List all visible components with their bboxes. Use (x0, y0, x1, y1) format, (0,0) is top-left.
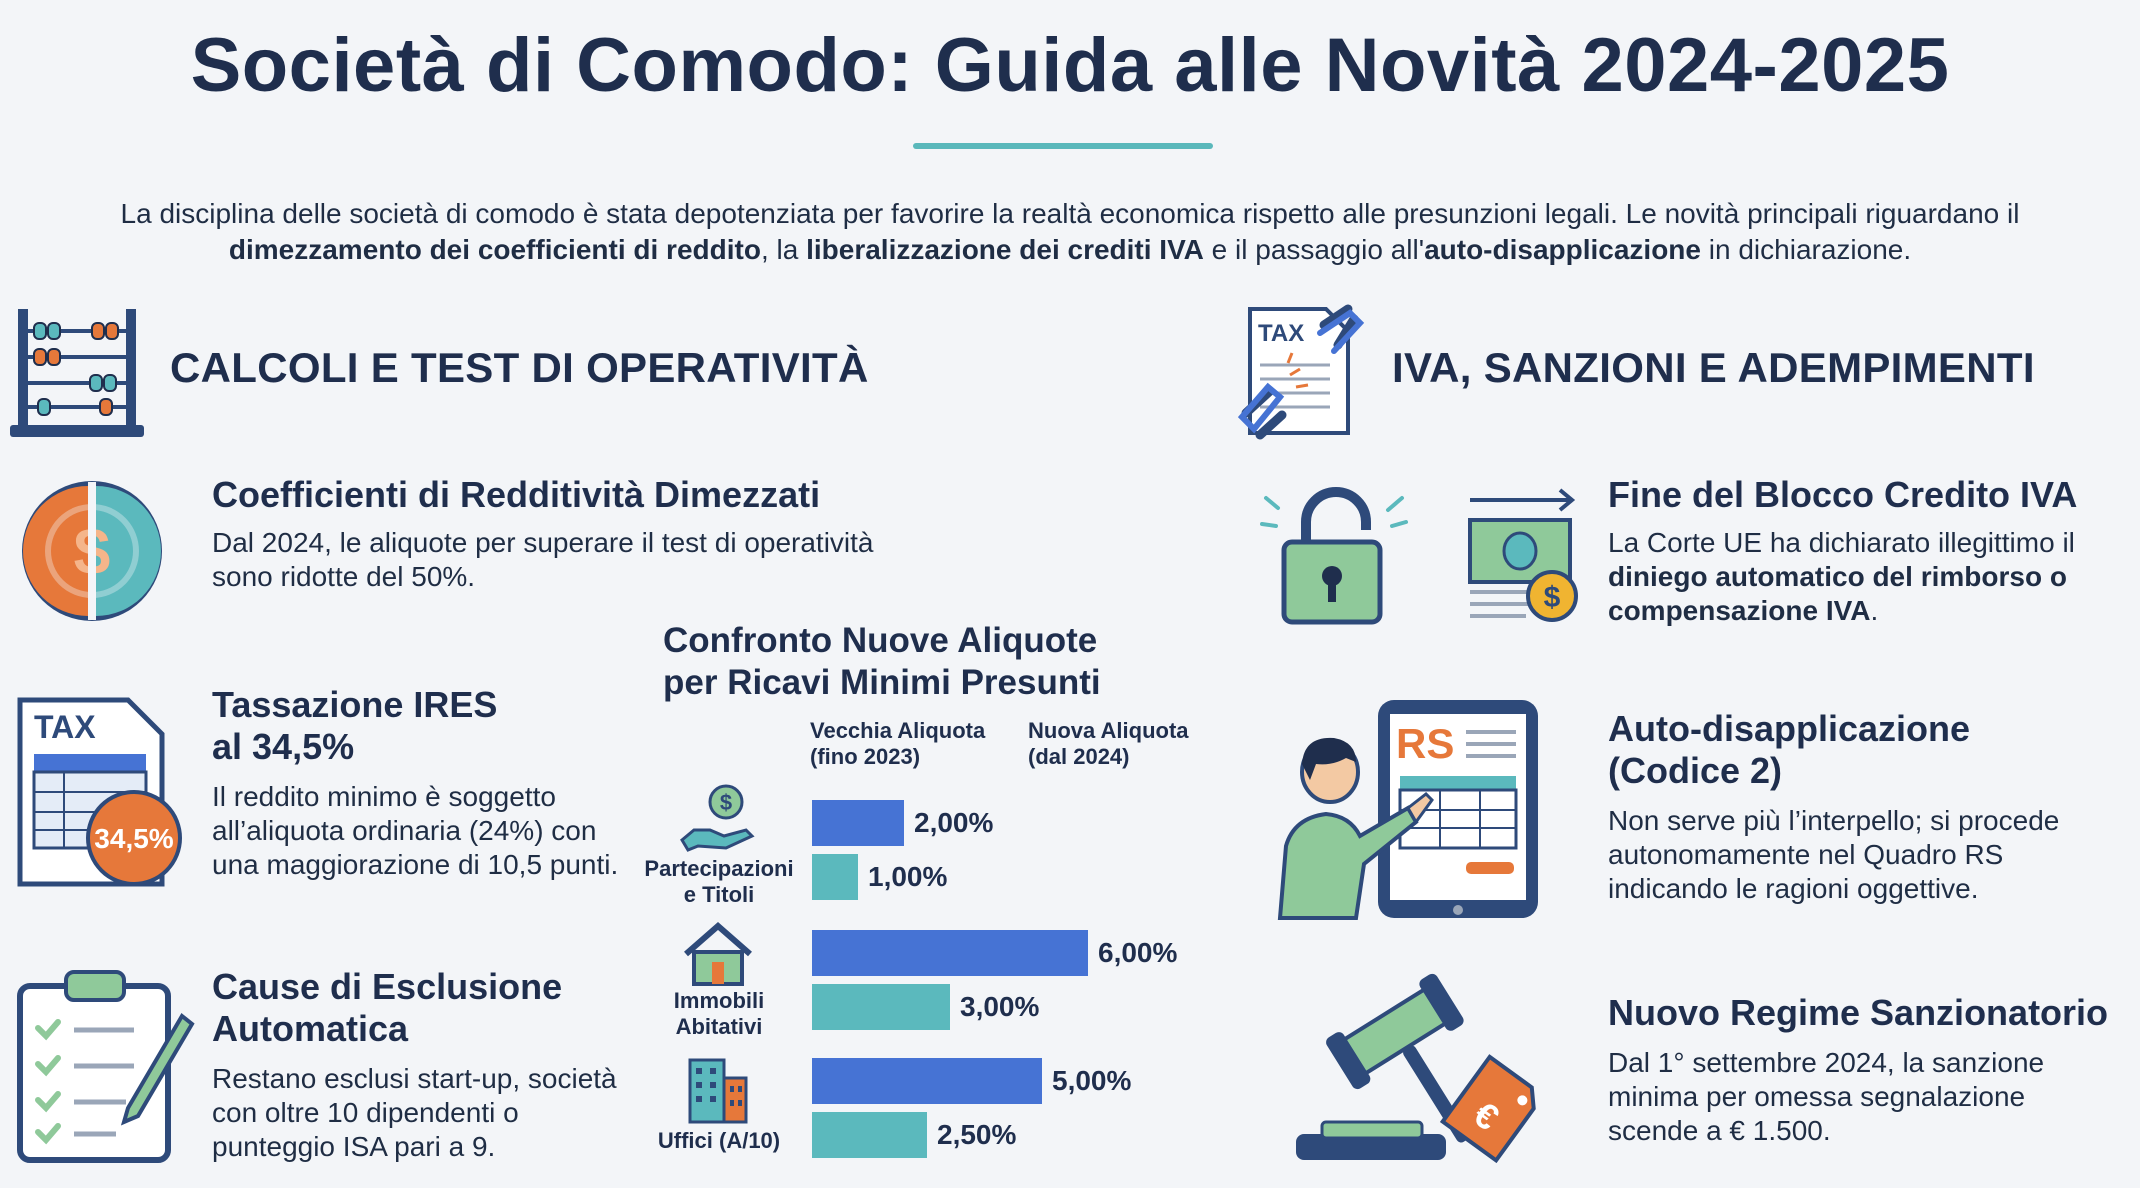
bar-new-rate (812, 1112, 927, 1158)
item-title-credito-iva: Fine del Blocco Credito IVA (1608, 474, 2078, 515)
bar-value-label: 5,00% (1052, 1065, 1132, 1096)
item-text-auto-disapplicazione: Non serve più l’interpello; si procede a… (1608, 805, 2060, 904)
unlocked-padlock-icon (1260, 487, 1408, 625)
coins-icon: $ (22, 481, 162, 621)
item-text-coefficienti: Dal 2024, le aliquote per superare il te… (212, 527, 874, 592)
bar-value-label: 2,50% (937, 1119, 1017, 1150)
item-title-sanzioni: Nuovo Regime Sanzionatorio (1608, 992, 2109, 1033)
legend-new-rate: Nuova Aliquota (dal 2024) (1028, 718, 1189, 769)
house-icon (684, 922, 752, 986)
svg-text:$: $ (1544, 581, 1561, 614)
bar-old-rate (812, 930, 1088, 976)
bar-old-rate (812, 800, 904, 846)
clipboard-checklist-icon (17, 970, 195, 1163)
bar-value-label: 2,00% (914, 807, 994, 838)
bar-new-rate (812, 984, 950, 1030)
title-underline (913, 143, 1213, 149)
tax-document-icon: TAX 34,5% (17, 697, 182, 887)
intro-paragraph: La disciplina delle società di comodo è … (120, 198, 2020, 265)
bar-value-label: 3,00% (960, 991, 1040, 1022)
money-transfer-icon: $ (1468, 488, 1578, 622)
item-title-esclusione: Cause di Esclusione Automatica (212, 966, 563, 1049)
hand-coin-icon: $ (680, 784, 755, 852)
svg-text:$: $ (720, 790, 732, 815)
item-text-sanzioni: Dal 1° settembre 2024, la sanzione minim… (1608, 1047, 2045, 1146)
section-title-left: CALCOLI E TEST DI OPERATIVITÀ (170, 344, 869, 391)
item-title-ires: Tassazione IRES al 34,5% (212, 684, 498, 767)
category-label: Partecipazioni e Titoli (644, 856, 794, 907)
item-title-auto-disapplicazione: Auto-disapplicazione (Codice 2) (1608, 708, 1971, 791)
category-label: Immobili Abitativi (673, 988, 765, 1039)
office-building-icon (688, 1058, 748, 1124)
svg-text:34,5%: 34,5% (94, 823, 173, 854)
svg-text:RS: RS (1396, 720, 1454, 767)
section-title-right: IVA, SANZIONI E ADEMPIMENTI (1392, 344, 2035, 391)
svg-text:TAX: TAX (34, 709, 96, 745)
item-text-ires: Il reddito minimo è soggetto all’aliquot… (212, 781, 619, 880)
item-title-coefficienti: Coefficienti di Redditività Dimezzati (212, 474, 821, 515)
page-title: Società di Comodo: Guida alle Novità 202… (190, 23, 1950, 108)
person-tablet-rs-icon: RS (1277, 700, 1538, 920)
bar-value-label: 6,00% (1098, 937, 1178, 968)
bar-value-label: 1,00% (868, 861, 948, 892)
bar-old-rate (812, 1058, 1042, 1104)
legend-old-rate: Vecchia Aliquota (fino 2023) (810, 718, 986, 769)
svg-text:TAX: TAX (1258, 320, 1304, 347)
chart-title: Confronto Nuove Aliquote per Ricavi Mini… (663, 621, 1101, 702)
gavel-price-tag-icon: € (1296, 973, 1536, 1164)
bar-new-rate (812, 854, 858, 900)
item-text-credito-iva: La Corte UE ha dichiarato illegittimo il… (1608, 527, 2075, 626)
abacus-icon (10, 309, 144, 437)
tax-broken-chain-icon: TAX (1237, 304, 1365, 440)
item-text-esclusione: Restano esclusi start-up, società con ol… (212, 1063, 617, 1162)
category-label: Uffici (A/10) (657, 1128, 781, 1153)
